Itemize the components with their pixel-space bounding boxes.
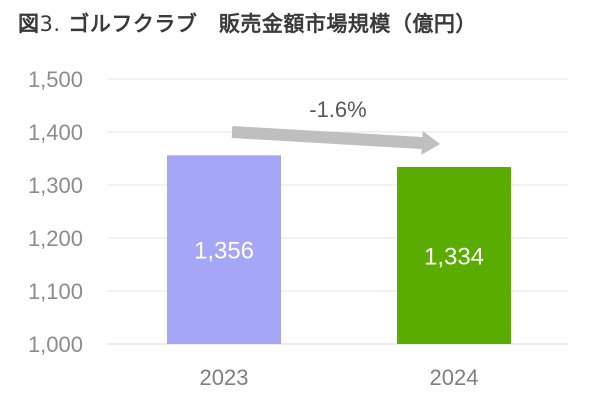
y-tick-label: 1,400 [28, 120, 83, 145]
x-axis-categories: 2023 2024 [200, 365, 479, 390]
change-annotation: -1.6% [231, 97, 440, 155]
x-category-label: 2023 [200, 365, 249, 390]
change-arrow [231, 126, 440, 155]
change-percent-label: -1.6% [309, 97, 366, 122]
data-labels: 1,356 1,334 [194, 238, 484, 271]
bar-value-label: 1,356 [194, 238, 254, 265]
bar-2023 [167, 155, 281, 344]
bars [167, 155, 511, 344]
y-tick-label: 1,100 [28, 279, 83, 304]
chart-title-number: 3. [39, 12, 61, 36]
chart-title: 図3. ゴルフクラブ 販売金額市場規模（億円） [18, 8, 477, 38]
y-axis-ticks: 1,000 1,100 1,200 1,300 1,400 1,500 [28, 67, 83, 357]
x-category-label: 2024 [430, 365, 479, 390]
chart-title-text: ゴルフクラブ 販売金額市場規模（億円） [68, 12, 477, 36]
chart-title-prefix: 図 [18, 12, 40, 36]
y-tick-label: 1,300 [28, 173, 83, 198]
y-tick-label: 1,000 [28, 332, 83, 357]
y-tick-label: 1,500 [28, 67, 83, 92]
bar-value-label: 1,334 [424, 243, 484, 270]
bar-2024 [397, 166, 511, 344]
y-tick-label: 1,200 [28, 226, 83, 251]
